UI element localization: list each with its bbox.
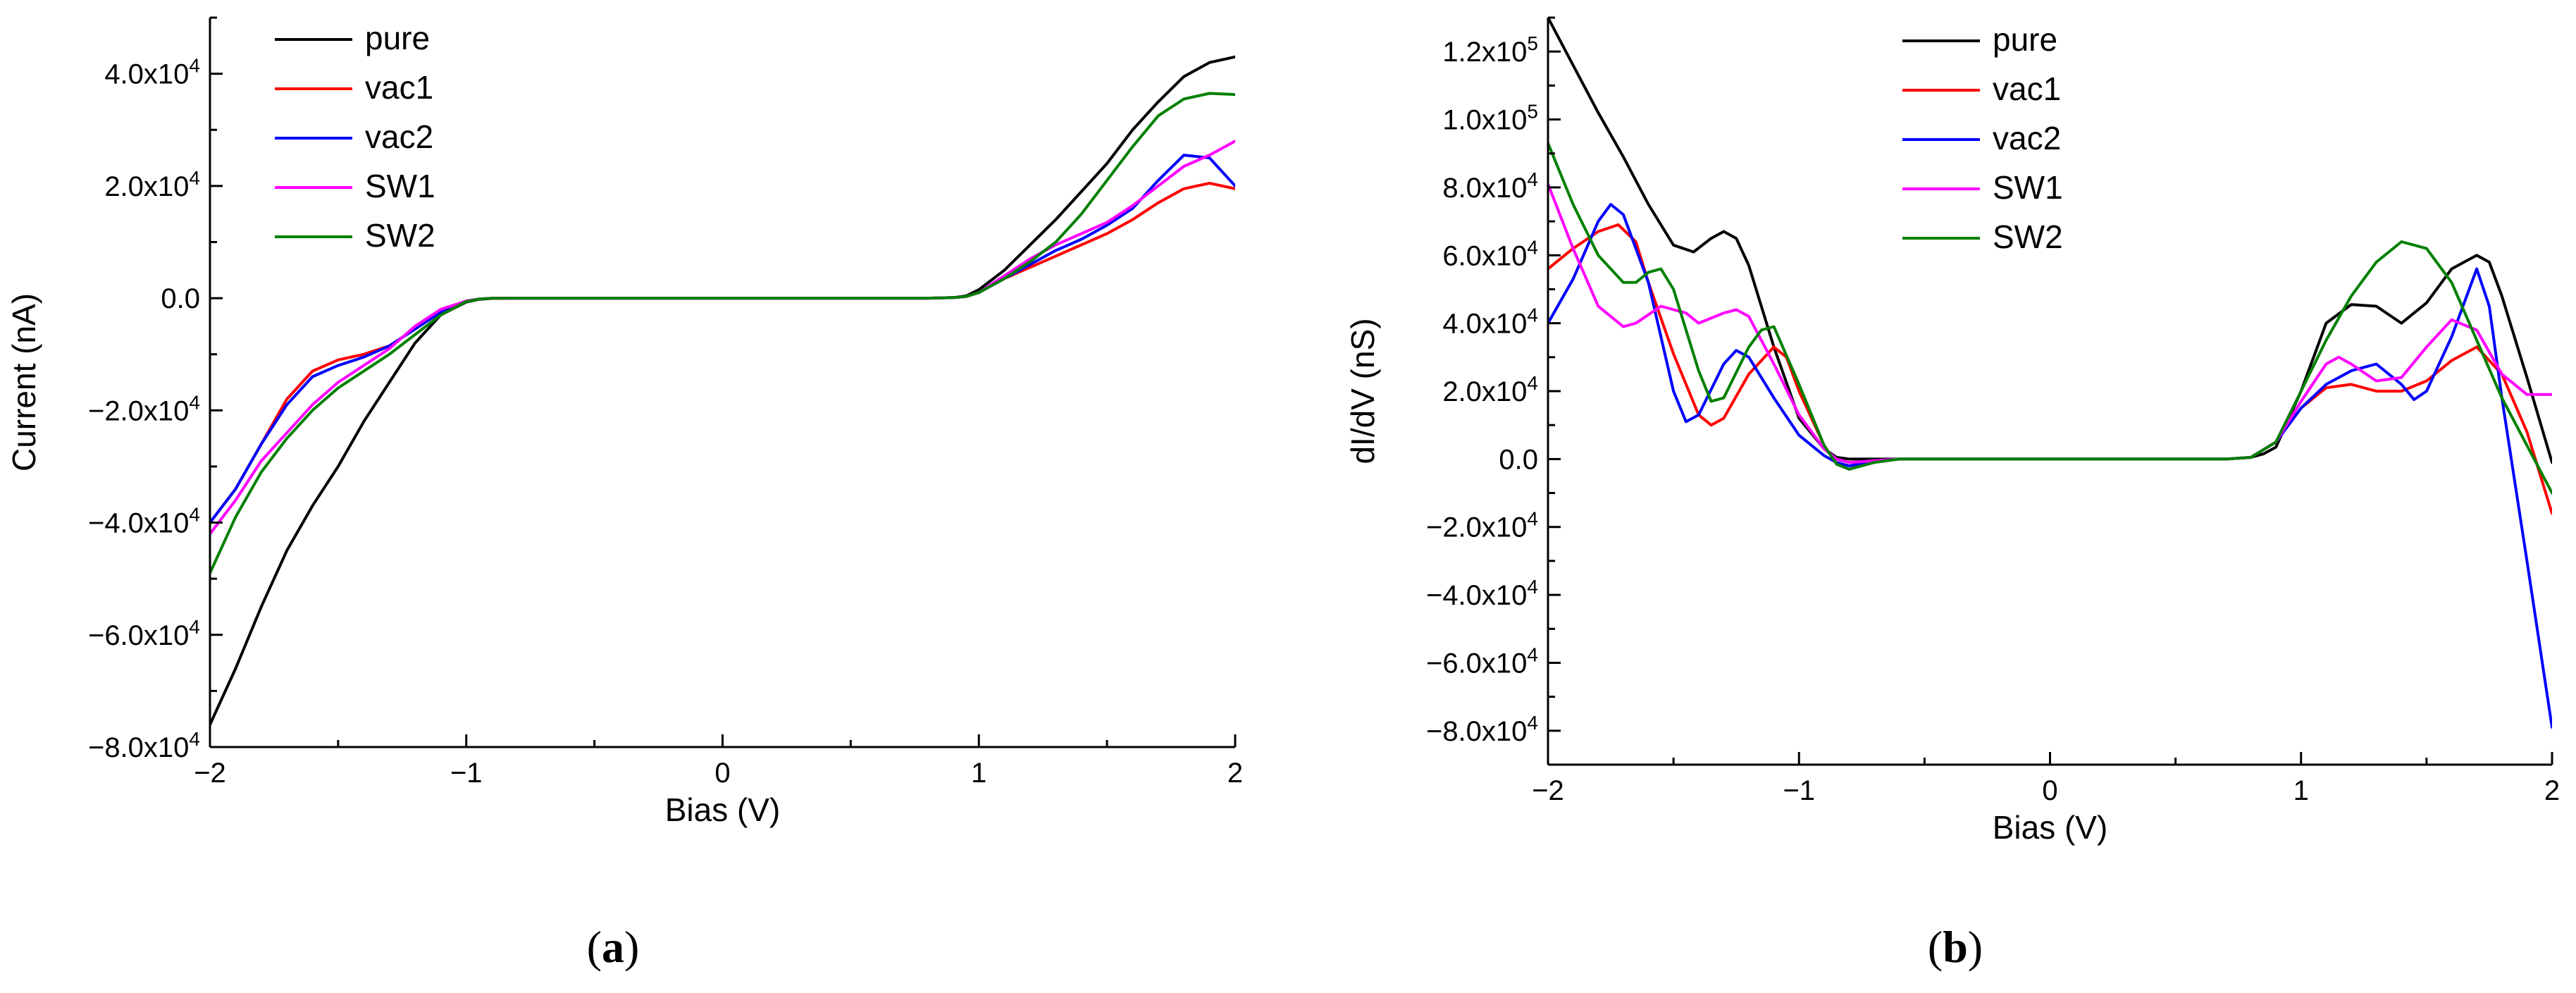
panel-b-x-tick-label: 1	[2293, 775, 2309, 806]
panel-b-y-tick-label: 2.0x104	[1442, 372, 1538, 407]
panel-a-y-axis-title: Current (nA)	[6, 293, 42, 471]
panel-a-series-sw2-line	[210, 92, 1235, 575]
panel-a-series-group	[210, 55, 1235, 727]
panel-b-x-tick-label: 0	[2042, 775, 2057, 806]
panel-b-series-group	[1548, 18, 2552, 729]
panel-b-y-tick-label: −2.0x104	[1426, 508, 1538, 543]
panel-b-x-axis-title: Bias (V)	[1993, 809, 2108, 846]
panel-b-series-sw2-line	[1548, 142, 2552, 495]
panel-b-y-tick-label: 1.0x105	[1442, 101, 1538, 136]
panel-a-x-tick-label: 0	[714, 758, 730, 789]
panel-b-legend-label-sw1: SW1	[1993, 169, 2063, 206]
panel-a-x-tick-label: −2	[194, 758, 226, 789]
panel-b-x-tick-label: 2	[2544, 775, 2560, 806]
panel-a-legend-label-sw2: SW2	[365, 217, 435, 254]
panel-b-caption: (b)	[1928, 922, 1983, 972]
panel-a-caption: (a)	[587, 922, 640, 972]
panel-b-y-tick-label: −4.0x104	[1426, 576, 1538, 611]
panel-a-y-tick-label: −8.0x104	[88, 728, 200, 763]
panel-a-legend-label-vac2: vac2	[365, 118, 433, 155]
panel-a-y-tick-label: 2.0x104	[104, 167, 200, 202]
panel-b-y-tick-label: 8.0x104	[1442, 168, 1538, 204]
panel-b-x-tick-label: −1	[1783, 775, 1815, 806]
panel-a-y-tick-label: 0.0	[161, 283, 200, 314]
panel-b-legend-label-vac1: vac1	[1993, 70, 2061, 107]
panel-a-x-axis-title: Bias (V)	[665, 791, 781, 828]
panel-a-series-sw1-line	[210, 140, 1235, 536]
panel-b-y-tick-label: 1.2x105	[1442, 32, 1538, 68]
panel-a-y-tick-label: 4.0x104	[104, 55, 200, 90]
panel-b-y-tick-label: −6.0x104	[1426, 643, 1538, 679]
panel-b-legend-label-vac2: vac2	[1993, 120, 2061, 156]
panel-b-legend-label-sw2: SW2	[1993, 218, 2063, 255]
panel-a-legend: pure vac1 vac2 SW1 SW2	[275, 20, 435, 254]
panel-a-legend-label-vac1: vac1	[365, 69, 433, 106]
panel-a-legend-label-pure: pure	[365, 20, 430, 56]
panel-a-y-tick-label: −6.0x104	[88, 616, 200, 651]
panel-b-y-tick-label: 6.0x104	[1442, 236, 1538, 271]
panel-a-y-tick-label: −4.0x104	[88, 504, 200, 539]
panel-b-didv-vs-bias: −2 −1 0 1 2 −8.0x104 −6.0x104 −4.0x104 −2.0x104 0…	[1344, 16, 2560, 846]
panel-b-series-vac2-line	[1548, 203, 2552, 729]
panel-b-y-tick-label: 4.0x104	[1442, 304, 1538, 340]
panel-b-legend: pure vac1 vac2 SW1 SW2	[1902, 21, 2063, 255]
panel-a-y-tick-label: −2.0x104	[88, 391, 200, 426]
panel-a-x-tick-label: 1	[971, 758, 986, 789]
panel-a-x-tick-label: 2	[1227, 758, 1243, 789]
panel-b-y-axis-title: dI/dV (nS)	[1344, 318, 1381, 464]
panel-a-legend-label-sw1: SW1	[365, 168, 435, 204]
panel-a-current-vs-bias: −2 −1 0 1 2 −8.0x104 −6.0x104 −4.0x104 −2.0x104 0…	[6, 16, 1243, 828]
panel-a-x-tick-label: −1	[450, 758, 483, 789]
panel-b-x-tick-label: −2	[1532, 775, 1564, 806]
panel-b-y-tick-label: 0.0	[1499, 444, 1538, 475]
panel-a-series-vac2-line	[210, 154, 1235, 524]
panel-b-legend-label-pure: pure	[1993, 21, 2057, 58]
panel-b-y-tick-label: −8.0x104	[1426, 712, 1538, 747]
panel-a-series-pure-line	[210, 55, 1235, 727]
